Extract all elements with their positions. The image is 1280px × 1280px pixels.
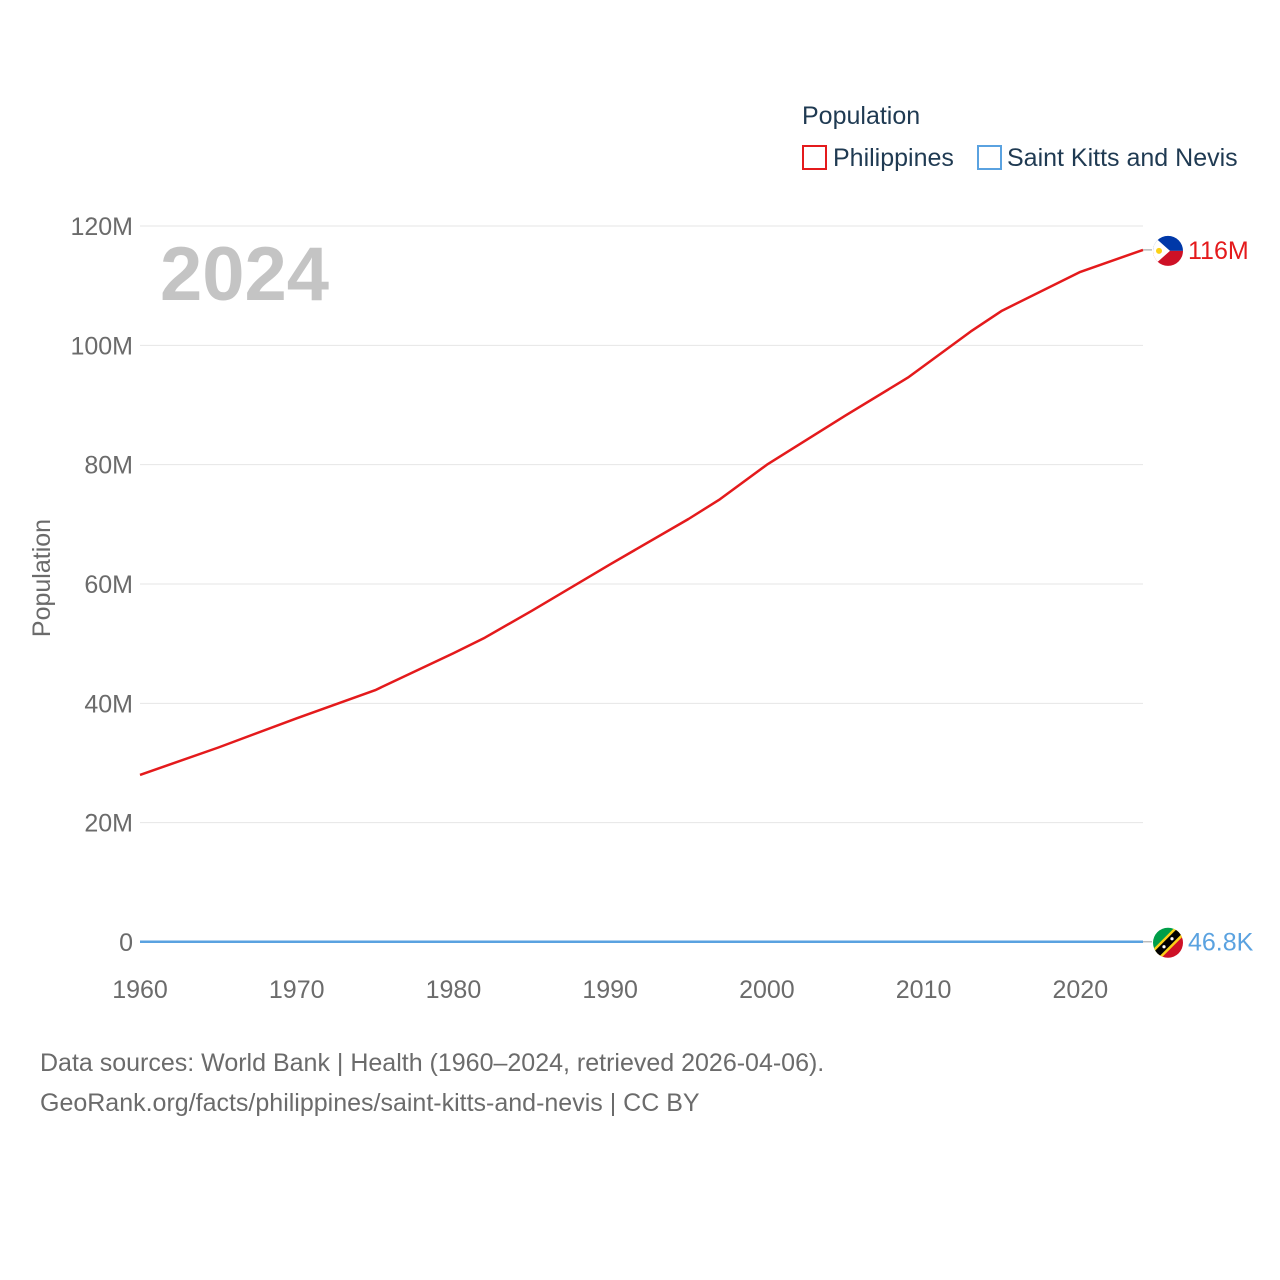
footer-sources: Data sources: World Bank | Health (1960–… — [40, 1049, 825, 1077]
x-axis-ticks: 1960 1970 1980 1990 2000 2010 2020 — [112, 976, 1108, 1004]
philippines-flag-icon — [1153, 235, 1183, 266]
legend-swatch-saint-kitts-and-nevis — [977, 145, 1002, 170]
grid-lines — [140, 225, 1143, 943]
y-tick-label: 20M — [84, 810, 133, 838]
end-label-saint-kitts-and-nevis: 46.8K — [1188, 929, 1254, 957]
x-tick-label: 1970 — [269, 976, 325, 1004]
y-tick-label: 80M — [84, 452, 133, 480]
x-tick-label: 2010 — [896, 976, 952, 1004]
y-tick-label: 60M — [84, 571, 133, 599]
series-layer — [139, 248, 1144, 944]
legend-label-saint-kitts-and-nevis: Saint Kitts and Nevis — [1007, 144, 1238, 172]
y-tick-label: 100M — [70, 332, 133, 360]
legend-label-philippines: Philippines — [833, 144, 954, 172]
y-tick-label: 0 — [119, 929, 133, 957]
footer-link[interactable]: GeoRank.org/facts/philippines/saint-kitt… — [40, 1089, 700, 1117]
legend-item-saint-kitts-and-nevis[interactable]: Saint Kitts and Nevis — [977, 144, 1238, 172]
legend-item-philippines[interactable]: Philippines — [802, 144, 954, 172]
x-tick-label: 2020 — [1053, 976, 1109, 1004]
y-tick-label: 40M — [84, 690, 133, 718]
series-line-philippines[interactable] — [139, 248, 1144, 777]
legend-swatch-philippines — [802, 145, 827, 170]
year-label: 2024 — [160, 232, 329, 317]
x-tick-label: 2000 — [739, 976, 795, 1004]
x-tick-label: 1960 — [112, 976, 168, 1004]
saint-kitts-and-nevis-flag-icon — [1153, 927, 1183, 958]
line-chart: 0 20M 40M 60M 80M 100M 120M 1960 1970 1980 1990 20… — [28, 102, 1254, 1004]
x-tick-label: 1980 — [426, 976, 482, 1004]
end-label-philippines: 116M — [1188, 237, 1249, 265]
y-axis-ticks: 0 20M 40M 60M 80M 100M 120M — [70, 213, 133, 957]
legend-title: Population — [802, 102, 920, 130]
end-markers: 116M 46.8K — [1143, 235, 1254, 958]
legend: Population Philippines Saint Kitts and N… — [802, 102, 1238, 172]
y-tick-label: 120M — [70, 213, 133, 241]
x-tick-label: 1990 — [582, 976, 638, 1004]
footer: Data sources: World Bank | Health (1960–… — [40, 1043, 824, 1123]
y-axis-title: Population — [28, 519, 56, 637]
